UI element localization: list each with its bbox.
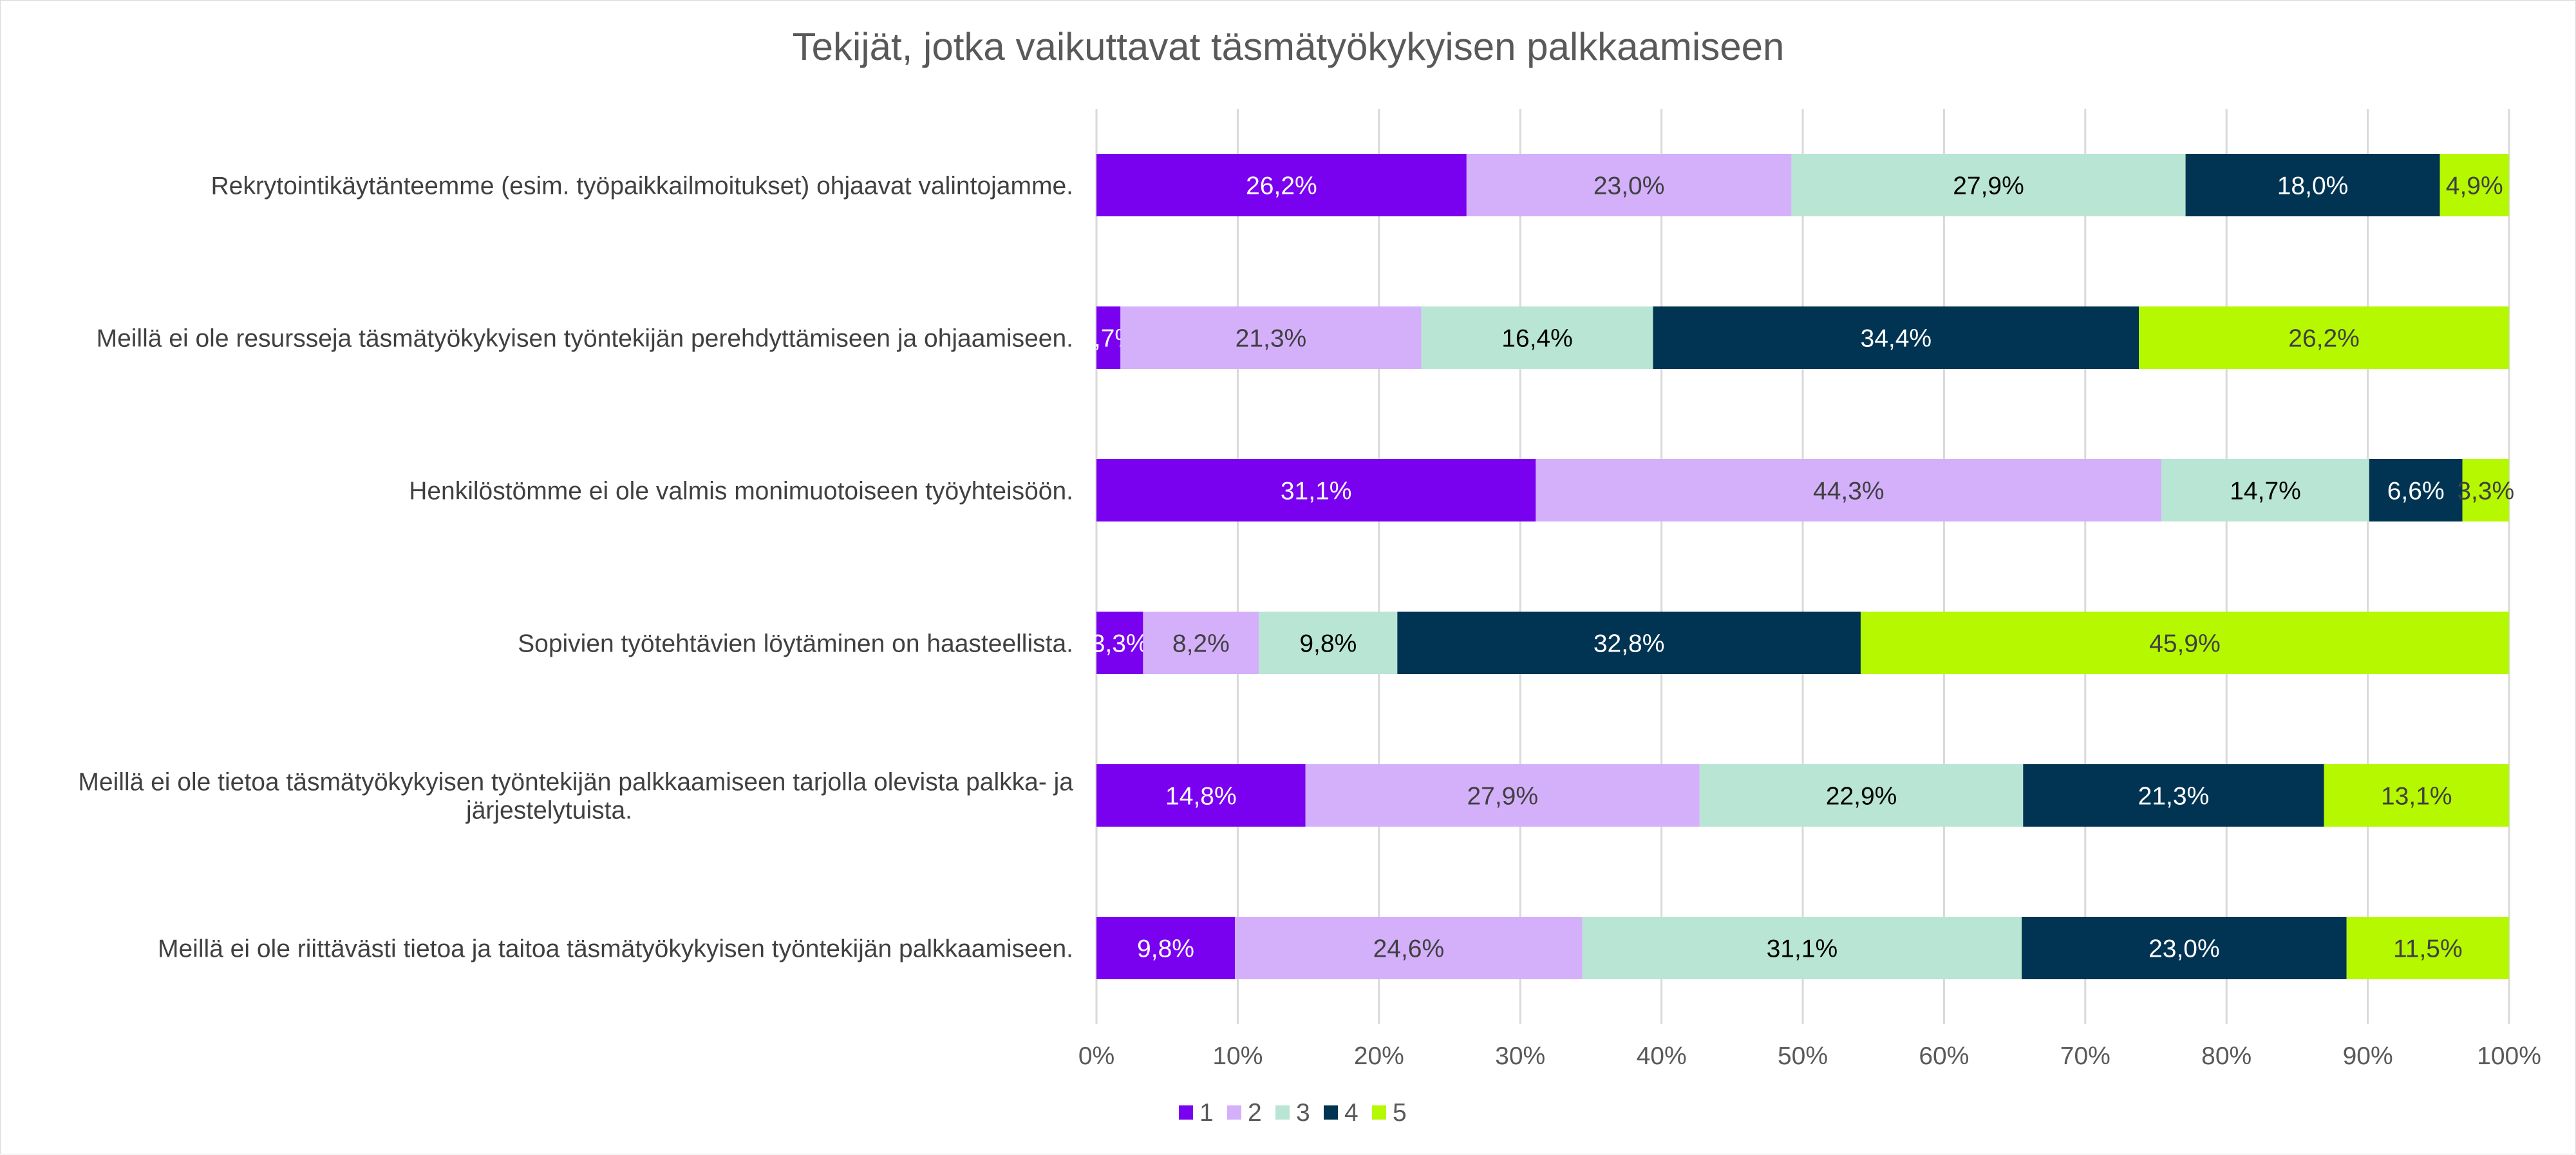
category-label: Sopivien työtehtävien löytäminen on haas… [518, 630, 1073, 658]
bar-segment [2022, 917, 2347, 979]
bar-segment [1305, 764, 1700, 827]
legend-swatch [1275, 1105, 1290, 1120]
bar-segment [1143, 612, 1259, 674]
bar-segment [1096, 612, 1143, 674]
legend-label: 5 [1393, 1099, 1407, 1127]
chart-title: Tekijät, jotka vaikuttavat täsmätyökykyi… [793, 25, 1785, 68]
bar-segment [2346, 917, 2509, 979]
data-label: 21,3% [1236, 325, 1307, 353]
data-label: 9,8% [1299, 630, 1357, 658]
data-label: 6,6% [2387, 478, 2445, 505]
data-label: 27,9% [1467, 783, 1538, 811]
data-label: 26,2% [2288, 325, 2360, 353]
bar-segment [1653, 306, 2139, 369]
bar-segment [1860, 612, 2509, 674]
data-label: 27,9% [1953, 173, 2024, 200]
legend-label: 1 [1199, 1099, 1214, 1127]
bar-segment [1421, 306, 1653, 369]
gridlines [1095, 109, 2510, 1024]
data-label: 34,4% [1861, 325, 1932, 353]
x-tick-label: 30% [1495, 1042, 1545, 1070]
data-label: 26,2% [1246, 173, 1317, 200]
bar-segment [2185, 154, 2440, 216]
data-label: 24,6% [1373, 935, 1445, 963]
category-label: Henkilöstömme ei ole valmis monimuotoise… [409, 478, 1073, 505]
bar-segment [1536, 459, 2162, 521]
bar-segment [2161, 459, 2369, 521]
bar-segment [1096, 154, 1467, 216]
data-label: 11,5% [2393, 935, 2463, 963]
legend-label: 2 [1248, 1099, 1262, 1127]
category-label: Meillä ei ole riittävästi tietoa ja tait… [158, 935, 1073, 963]
data-label: 3,3% [1091, 630, 1149, 658]
x-tick-label: 80% [2201, 1042, 2252, 1070]
bar-segment [1791, 154, 2186, 216]
bar-segment [1235, 917, 1583, 979]
category-label: Meillä ei ole resursseja täsmätyökykyise… [97, 325, 1073, 353]
x-tick-label: 60% [1919, 1042, 1969, 1070]
bar-segment [1699, 764, 2024, 827]
bar-segment [1096, 764, 1306, 827]
category-label: Meillä ei ole tietoa täsmätyökykyisen ty… [78, 769, 1073, 796]
data-label: 14,7% [2230, 478, 2301, 505]
bar-segment [1096, 459, 1536, 521]
data-label: 22,9% [1826, 783, 1897, 811]
x-tick-label: 100% [2477, 1042, 2541, 1070]
bar-segment [2023, 764, 2324, 827]
bar-segment [1466, 154, 1792, 216]
legend-label: 4 [1344, 1099, 1359, 1127]
data-label: 3,3% [2457, 478, 2514, 505]
legend-swatch [1179, 1105, 1193, 1120]
category-labels: Rekrytointikäytänteemme (esim. työpaikka… [78, 173, 1073, 963]
legend-swatch [1372, 1105, 1386, 1120]
data-label: 45,9% [2149, 630, 2221, 658]
legend-swatch [1324, 1105, 1338, 1120]
x-tick-label: 40% [1637, 1042, 1687, 1070]
legend-label: 3 [1296, 1099, 1310, 1127]
data-label: 14,8% [1165, 783, 1237, 811]
bar-segment [2462, 459, 2509, 521]
bar-segment [2369, 459, 2463, 521]
legend-swatch [1227, 1105, 1241, 1120]
data-label: 4,9% [2446, 173, 2503, 200]
data-label: 8,2% [1172, 630, 1230, 658]
x-tick-label: 10% [1212, 1042, 1263, 1070]
bar-segment [2324, 764, 2509, 827]
x-tick-label: 90% [2343, 1042, 2393, 1070]
data-label: 23,0% [1594, 173, 1665, 200]
data-label: 21,3% [2138, 783, 2210, 811]
x-tick-label: 0% [1078, 1042, 1114, 1070]
x-tick-label: 50% [1778, 1042, 1828, 1070]
data-label: 31,1% [1281, 478, 1352, 505]
data-label: 16,4% [1501, 325, 1573, 353]
x-tick-label: 70% [2060, 1042, 2111, 1070]
legend: 1 2 3 4 5 [1179, 1099, 1407, 1127]
data-label: 9,8% [1137, 935, 1194, 963]
bar-segments: 26,2% 23,0% 27,9% 18,0% 4,9%1,7% 21,3% 16,4% 34… [1080, 154, 2514, 979]
data-label: 23,0% [2148, 935, 2220, 963]
x-tick-label: 20% [1354, 1042, 1404, 1070]
bar-segment [2440, 154, 2509, 216]
bar-segment [1397, 612, 1861, 674]
bar-segment [2139, 306, 2509, 369]
data-label: 31,1% [1767, 935, 1838, 963]
category-label: Rekrytointikäytänteemme (esim. työpaikka… [211, 173, 1073, 200]
data-label: 13,1% [2381, 783, 2452, 811]
bar-segment [1582, 917, 2022, 979]
x-axis-ticks: 0% 10% 20% 30% 40% 50% 60% 70% 80% 90% 100% [1078, 1042, 2541, 1070]
category-label: järjestelytuista. [465, 797, 632, 825]
bar-segment [1096, 917, 1236, 979]
data-label: 32,8% [1594, 630, 1665, 658]
data-label: 44,3% [1813, 478, 1885, 505]
bar-segment [1096, 306, 1121, 369]
data-label: 18,0% [2277, 173, 2349, 200]
bar-segment [1120, 306, 1422, 369]
bar-segment [1259, 612, 1398, 674]
